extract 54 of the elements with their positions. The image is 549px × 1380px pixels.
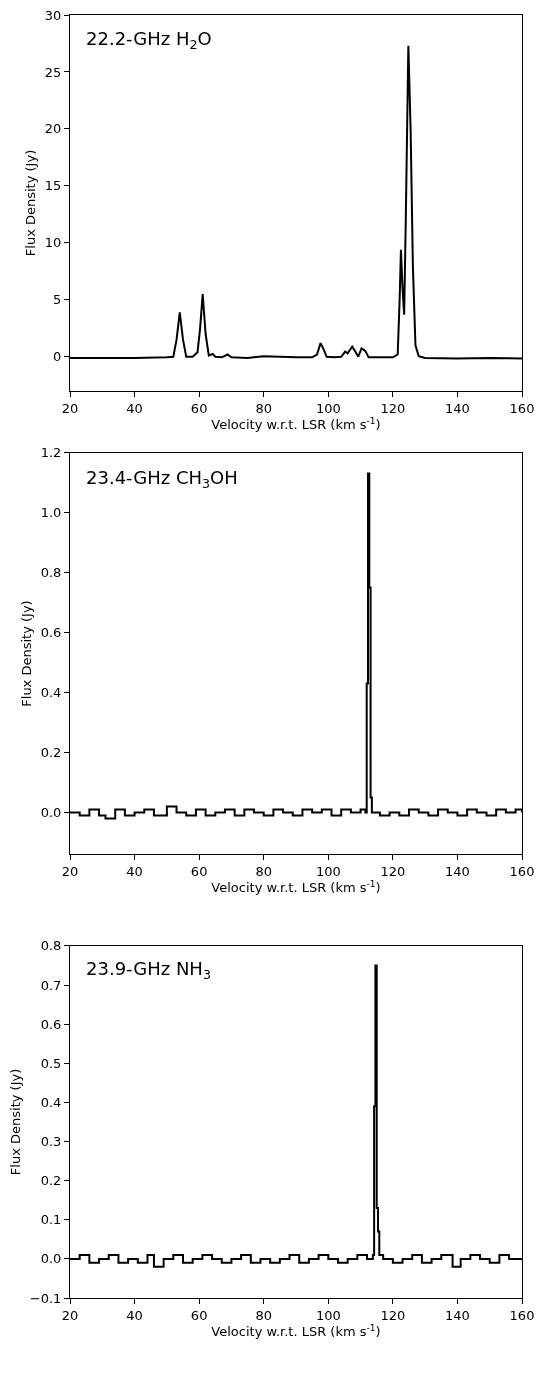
x-tick-label: 100 [315, 400, 341, 416]
y-tick-label: 0.1 [40, 1212, 62, 1228]
x-tick-label: 100 [315, 1307, 341, 1323]
x-tick-label: 60 [190, 864, 208, 880]
y-tick-label: 0.0 [40, 804, 62, 820]
y-axis-title: Flux Density (Jy) [18, 600, 34, 707]
y-axis-title: Flux Density (Jy) [7, 1068, 23, 1176]
x-tick-label: 120 [380, 864, 406, 880]
x-tick-label: 120 [380, 1307, 406, 1323]
y-tick-label: 1.0 [40, 505, 62, 521]
x-axis-title: Velocity w.r.t. LSR (km s$^{-1}$) [211, 1322, 381, 1340]
y-tick-label: 15 [44, 178, 62, 194]
y-tick-label: 0.6 [40, 625, 62, 641]
y-tick-label: 25 [44, 64, 62, 80]
text: 22.2-GHz H$_{2}$O [86, 28, 212, 52]
y-tick-label: 0.8 [40, 565, 62, 581]
y-tick-label: 20 [44, 121, 62, 137]
x-tick-label: 160 [509, 1307, 535, 1323]
x-tick-label: 80 [255, 864, 272, 880]
x-tick-label: 120 [380, 400, 406, 416]
y-tick-label: 0.3 [40, 1134, 62, 1150]
text: 23.4-GHz CH$_{3}$OH [86, 467, 238, 491]
x-tick-label: 140 [445, 400, 470, 416]
y-tick-label: 10 [44, 235, 62, 251]
x-tick-label: 80 [255, 400, 272, 416]
x-tick-label: 40 [126, 400, 143, 416]
y-tick-label: −0.1 [29, 1290, 62, 1306]
x-tick-label: 100 [315, 864, 341, 880]
y-tick-label: 0.2 [40, 745, 62, 761]
y-tick-label: 0.0 [40, 1251, 62, 1267]
y-tick-label: 0.7 [40, 977, 62, 993]
x-tick-label: 140 [445, 864, 470, 880]
y-tick-label: 1.2 [40, 445, 62, 461]
y-tick-label: 0.6 [40, 1016, 62, 1032]
y-tick-label: 0.5 [40, 1055, 62, 1071]
x-axis-title: Velocity w.r.t. LSR (km s$^{-1}$) [211, 879, 381, 896]
y-tick-label: 0.8 [40, 938, 62, 954]
x-tick-label: 40 [126, 1307, 143, 1323]
y-axis-title: Flux Density (Jy) [22, 149, 38, 257]
x-tick-label: 80 [255, 1307, 272, 1323]
y-tick-label: 0.4 [40, 685, 62, 701]
x-tick-label: 140 [445, 1307, 470, 1323]
y-tick-label: 0 [53, 349, 62, 365]
text: 23.9-GHz NH$_{3}$ [86, 958, 211, 982]
y-tick-label: 0.2 [40, 1173, 62, 1189]
x-tick-label: 40 [126, 864, 143, 880]
x-axis-title: Velocity w.r.t. LSR (km s$^{-1}$) [211, 415, 381, 433]
y-tick-label: 5 [53, 292, 62, 308]
x-tick-label: 60 [190, 400, 208, 416]
x-tick-label: 160 [509, 400, 535, 416]
y-tick-label: 0.4 [40, 1094, 62, 1110]
x-tick-label: 160 [509, 864, 535, 880]
x-tick-label: 60 [190, 1307, 208, 1323]
y-tick-label: 30 [44, 7, 62, 23]
